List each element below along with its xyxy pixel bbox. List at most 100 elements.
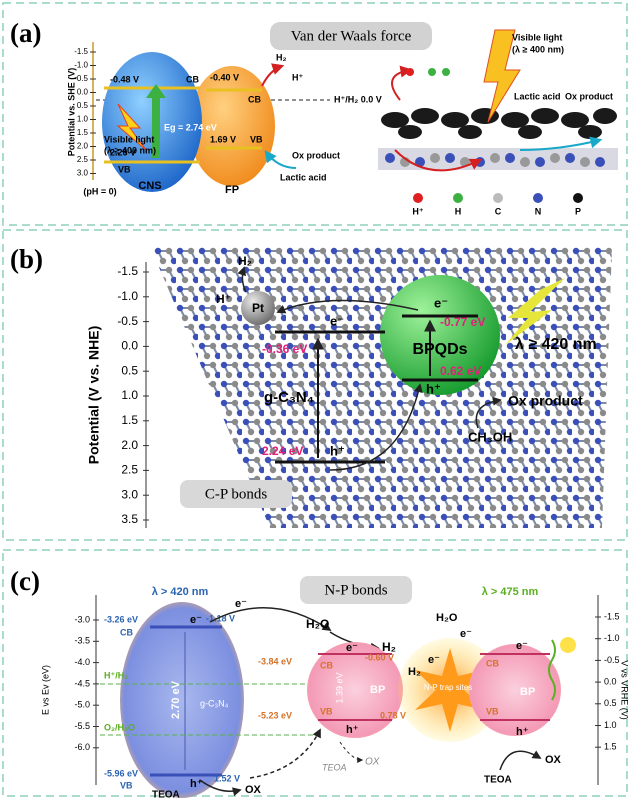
axis-title: E vs Ev (eV) xyxy=(40,665,50,715)
legend-swatch xyxy=(453,193,463,203)
light-label: (λ ≥ 400 nm) xyxy=(104,145,156,155)
reference-label: H⁺/H₂ 0.0 V xyxy=(334,94,382,104)
value: -0.40 V xyxy=(210,72,239,82)
fp-particle xyxy=(189,66,275,186)
arrow xyxy=(276,299,419,314)
tick-label: -0.5 xyxy=(117,314,138,328)
tick-label: -4.5 xyxy=(74,678,90,688)
light-label: Visible light xyxy=(512,32,562,42)
light-label: λ > 475 nm xyxy=(482,586,539,598)
reference-label: O₂/H₂O xyxy=(104,722,135,732)
reference-label: H⁺/H₂ xyxy=(104,670,128,680)
reactant: H⁺ xyxy=(292,72,303,82)
band-label: CB xyxy=(320,660,333,670)
legend: H⁺ H C N P xyxy=(412,193,583,216)
carrier: h⁺ xyxy=(426,381,441,396)
value: 2.24 eV xyxy=(262,444,303,458)
tick-label: 2.0 xyxy=(77,142,89,151)
legend-label: N xyxy=(535,206,542,216)
carrier: e⁻ xyxy=(190,614,202,626)
legend-label: C xyxy=(495,206,502,216)
trap-label: N-P trap sites xyxy=(424,683,472,692)
light-source xyxy=(560,637,576,653)
carrier: e⁻ xyxy=(428,654,440,666)
arrow xyxy=(264,150,297,169)
carrier: h⁺ xyxy=(190,778,203,790)
bp-particle xyxy=(469,644,561,736)
panel-frame xyxy=(2,2,628,226)
reactant: TEOA xyxy=(322,762,347,772)
axis-ticks: -1.5 -1.0 -0.5 0.0 0.5 1.0 1.5 2.0 2.5 3.0 3.5 xyxy=(117,264,149,526)
tick-label: -5.0 xyxy=(74,700,90,710)
band-label: CB xyxy=(186,74,199,84)
layer-illustration xyxy=(378,29,618,172)
gcn-particle xyxy=(120,602,244,798)
carrier: e⁻ xyxy=(330,313,344,328)
tick-label: -6.0 xyxy=(74,742,90,752)
carrier: e⁻ xyxy=(460,628,472,640)
legend-swatch xyxy=(573,193,583,203)
material-name: FP xyxy=(225,184,239,196)
tick-label: -1.0 xyxy=(604,633,620,643)
tick-label: -4.0 xyxy=(74,657,90,667)
carrier: e⁻ xyxy=(516,640,528,652)
tick-label: -1.5 xyxy=(604,611,620,621)
banner xyxy=(270,22,432,50)
tick-label: -1.5 xyxy=(117,264,138,278)
value: -0.36 eV xyxy=(262,342,307,356)
arrow-head xyxy=(146,84,166,98)
product: H₂ xyxy=(408,666,421,678)
band-label: VB xyxy=(120,780,133,790)
arrow xyxy=(499,750,542,771)
value: 1.52 V xyxy=(214,773,240,783)
gap-label: Eg = 2.74 eV xyxy=(164,122,217,132)
product: Ox product xyxy=(292,150,340,160)
band-label: CB xyxy=(120,627,133,637)
legend-label: P xyxy=(575,206,581,216)
reactant: TEOA xyxy=(484,775,512,786)
arrow xyxy=(209,607,332,631)
panel-label: (c) xyxy=(10,566,40,596)
material-name: CNS xyxy=(138,180,161,192)
tick-label: 1.5 xyxy=(604,742,617,752)
value: -5.96 eV xyxy=(104,768,138,778)
tick-label: -1.0 xyxy=(74,61,88,70)
tick-label: 0.0 xyxy=(121,339,138,353)
product: OX xyxy=(365,757,380,768)
banner xyxy=(300,576,412,604)
tick-label: 0.0 xyxy=(604,676,617,686)
arrow xyxy=(199,779,242,797)
reactant: Lactic acid xyxy=(514,91,561,101)
value: -3.84 eV xyxy=(258,656,292,666)
arrow xyxy=(261,63,285,87)
gap-label: 1.39 eV xyxy=(334,672,344,703)
value: 0.78 V xyxy=(380,710,406,720)
tick-label: -0.5 xyxy=(74,74,88,83)
tick-label: 0.0 xyxy=(77,88,89,97)
tick-label: 1.0 xyxy=(77,115,89,124)
tick-label: 1.0 xyxy=(604,720,617,730)
value: -5.23 eV xyxy=(258,710,292,720)
arrow xyxy=(339,741,364,763)
tick-label: -1.0 xyxy=(117,289,138,303)
arrow xyxy=(249,728,321,779)
tick-label: -0.5 xyxy=(604,655,620,665)
reactant: CH₃OH xyxy=(468,429,512,444)
value: -0.77 eV xyxy=(440,315,485,329)
value: -0.48 V xyxy=(110,74,139,84)
tick-label: 2.5 xyxy=(121,463,138,477)
material-name: g-C₃N₄ xyxy=(200,698,229,708)
panel-label: (a) xyxy=(10,18,41,48)
band-label: VB xyxy=(486,706,499,716)
legend-swatch xyxy=(533,193,543,203)
product: OX xyxy=(245,784,262,796)
value: -3.26 eV xyxy=(104,614,138,624)
bp-particle xyxy=(307,642,403,738)
axis-title: V vs VRHE (V) xyxy=(620,660,630,720)
tick-label: -3.5 xyxy=(74,636,90,646)
carrier: h⁺ xyxy=(346,724,359,736)
light-label: λ > 420 nm xyxy=(152,586,209,598)
bpqd-particle xyxy=(380,275,500,395)
